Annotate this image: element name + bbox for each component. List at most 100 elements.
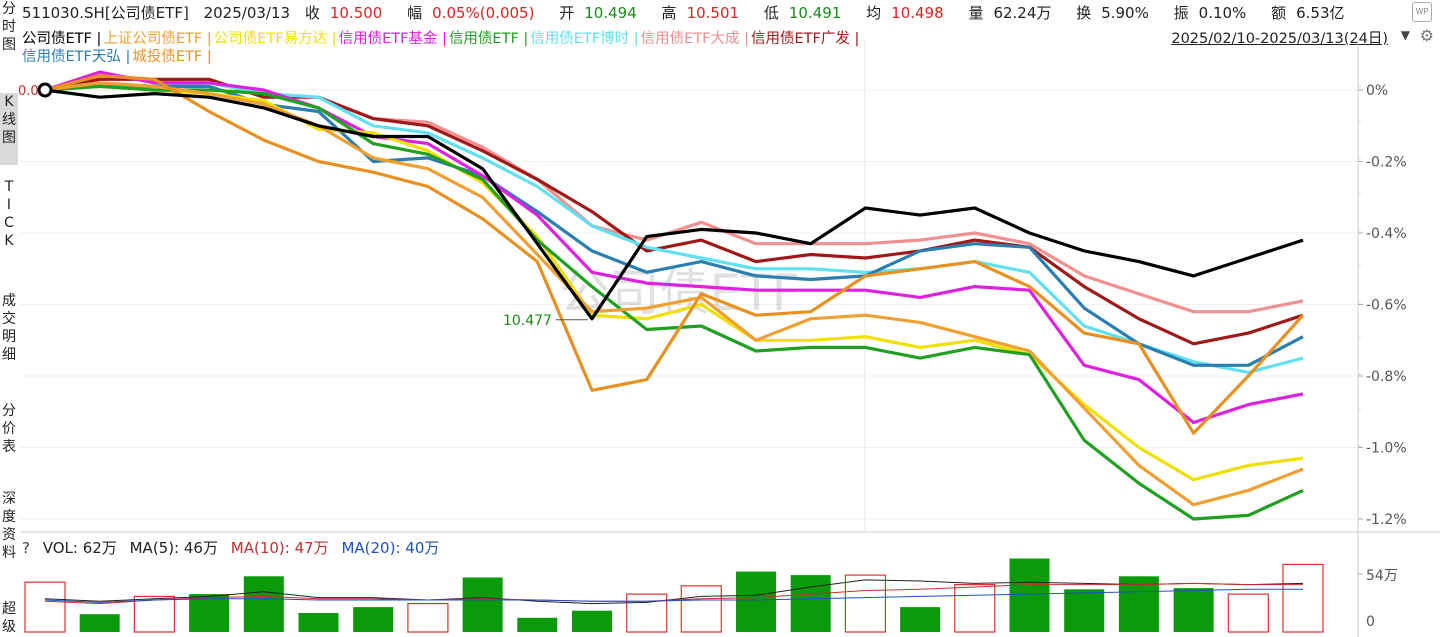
volume-bar xyxy=(1282,563,1324,633)
volume-max-tick: 54万 xyxy=(1366,568,1398,584)
volume-bar xyxy=(353,607,394,632)
y-tick-label: -0.4% xyxy=(1366,226,1407,242)
amplitude-label: 振 xyxy=(1173,4,1189,22)
legend-item[interactable]: 信用债ETF大成 | xyxy=(640,31,750,47)
volume-title: VOL: 62万 xyxy=(42,539,117,557)
legend-item[interactable]: 信用债ETF天弘 | xyxy=(22,49,131,65)
min-price-label: 10.477 xyxy=(503,313,552,329)
y-tick-label: -0.8% xyxy=(1366,369,1407,385)
high-label: 高 xyxy=(661,4,677,22)
volume-bar xyxy=(572,610,612,632)
legend-item[interactable]: 信用债ETF基金 | xyxy=(338,31,447,47)
security-code: 511030.SH[公司债ETF] xyxy=(22,4,189,22)
y-tick-label: -0.6% xyxy=(1366,298,1407,314)
volume-bar xyxy=(1173,588,1214,632)
series-line-信用债ETF基金 xyxy=(44,70,1304,425)
left-tab-5[interactable]: 深 度 资 料 xyxy=(2,491,16,561)
legend-row-2: 信用债ETF天弘 | 城投债ETF | xyxy=(22,45,214,66)
volume-ma5_line xyxy=(44,579,1304,605)
close-value: 10.500 xyxy=(329,4,383,22)
volume-bar xyxy=(189,594,230,632)
legend-item[interactable]: 公司债ETF | xyxy=(22,31,102,47)
volume-zero-tick: 0 xyxy=(1366,614,1375,630)
y-tick-label: -0.2% xyxy=(1366,155,1407,171)
turnover-value: 5.90% xyxy=(1101,4,1149,22)
series-line-公司债ETF易方达 xyxy=(44,84,1304,482)
amount-label: 额 xyxy=(1271,4,1287,22)
volume-bar xyxy=(844,574,887,633)
turnover-label: 换 xyxy=(1076,4,1092,22)
left-tab-0[interactable]: 分 时 图 xyxy=(2,1,16,53)
gear-icon[interactable]: ⚙ xyxy=(1419,26,1434,45)
left-tab-2[interactable]: T I C K xyxy=(4,179,14,249)
legend-row-1: 公司债ETF | 上证公司债ETF | 公司债ETF易方达 | 信用债ETF基金 | 信… xyxy=(22,27,861,48)
avg-value: 10.498 xyxy=(891,4,944,22)
ma5-label: MA(5): 46万 xyxy=(129,539,218,557)
volume-label: 量 xyxy=(968,4,984,22)
low-label: 低 xyxy=(763,4,779,22)
low-value: 10.491 xyxy=(788,4,842,22)
y-tick-label: -1.2% xyxy=(1366,512,1407,528)
open-label: 开 xyxy=(559,4,575,22)
amount-value: 6.53亿 xyxy=(1296,4,1345,22)
volume-bar xyxy=(626,593,668,633)
volume-bar xyxy=(1227,593,1269,633)
legend-item[interactable]: 信用债ETF广发 | xyxy=(751,31,860,47)
left-tab-6[interactable]: 超 级 xyxy=(2,601,16,635)
volume-ma10_line xyxy=(44,582,1303,605)
open-value: 10.494 xyxy=(584,4,637,22)
volume-bar xyxy=(243,576,284,632)
volume-bar xyxy=(790,575,831,632)
series-line-城投债ETF xyxy=(44,74,1305,435)
volume-bar xyxy=(954,583,996,633)
volume-bar xyxy=(133,595,175,633)
volume-bar xyxy=(462,577,503,632)
volume-bar xyxy=(79,614,120,632)
y-tick-label: 0% xyxy=(1366,83,1388,99)
volume-bar xyxy=(736,571,776,632)
left-tab-bar: 分 时 图 K 线 图 T I C K 成 交 明 细分 价 表深 度 资 料超 级 xyxy=(0,0,18,637)
volume-bar xyxy=(900,607,941,632)
change-label: 幅 xyxy=(407,4,423,22)
volume-ma20_line xyxy=(44,588,1303,603)
volume-bar xyxy=(1009,558,1050,632)
legend-item[interactable]: 城投债ETF | xyxy=(132,49,212,65)
ma10-label: MA(10): 47万 xyxy=(230,539,329,557)
avg-label: 均 xyxy=(866,4,882,22)
high-value: 10.501 xyxy=(686,4,740,22)
volume-bar xyxy=(1064,589,1105,632)
start-marker xyxy=(37,82,53,98)
start-label: 0.0 xyxy=(18,84,39,99)
date-range-selector[interactable]: 2025/02/10-2025/03/13(24日) xyxy=(1171,31,1388,47)
legend-item[interactable]: 信用债ETF博时 | xyxy=(530,31,639,47)
volume-bar xyxy=(298,613,339,632)
volume-value: 62.24万 xyxy=(993,4,1052,22)
series-line-公司债ETF xyxy=(44,88,1304,321)
wp-icon[interactable]: WP xyxy=(1412,2,1432,22)
left-tab-4[interactable]: 分 价 表 xyxy=(2,403,16,455)
volume-bar xyxy=(517,617,558,632)
quote-date: 2025/03/13 xyxy=(203,4,291,22)
close-label: 收 xyxy=(304,4,320,22)
change-value: 0.05%(0.005) xyxy=(432,4,535,22)
series-line-信用债ETF天弘 xyxy=(44,84,1304,367)
volume-bar xyxy=(407,602,449,633)
volume-bar xyxy=(24,581,66,633)
series-line-信用债ETF xyxy=(44,84,1304,521)
volume-header: ? VOL: 62万 MA(5): 46万 MA(10): 47万 MA(20)… xyxy=(22,537,447,558)
triangle-down-icon[interactable]: ▼ xyxy=(1400,28,1410,42)
left-tab-1[interactable]: K 线 图 xyxy=(0,93,18,165)
y-tick-label: -1.0% xyxy=(1366,441,1407,457)
help-icon[interactable]: ? xyxy=(22,539,30,557)
quote-header: 511030.SH[公司债ETF] 2025/03/13 收 10.500 幅 0.… xyxy=(22,2,1365,22)
legend-item[interactable]: 公司债ETF易方达 | xyxy=(213,31,337,47)
amplitude-value: 0.10% xyxy=(1198,4,1247,22)
ma20-label: MA(20): 40万 xyxy=(341,539,440,557)
series-line-上证公司债ETF xyxy=(44,81,1304,507)
volume-bar xyxy=(1118,576,1159,632)
legend-item[interactable]: 上证公司债ETF | xyxy=(103,31,212,47)
legend-item[interactable]: 信用债ETF | xyxy=(448,31,529,47)
left-tab-3[interactable]: 成 交 明 细 xyxy=(2,293,16,363)
volume-bar xyxy=(680,585,722,633)
